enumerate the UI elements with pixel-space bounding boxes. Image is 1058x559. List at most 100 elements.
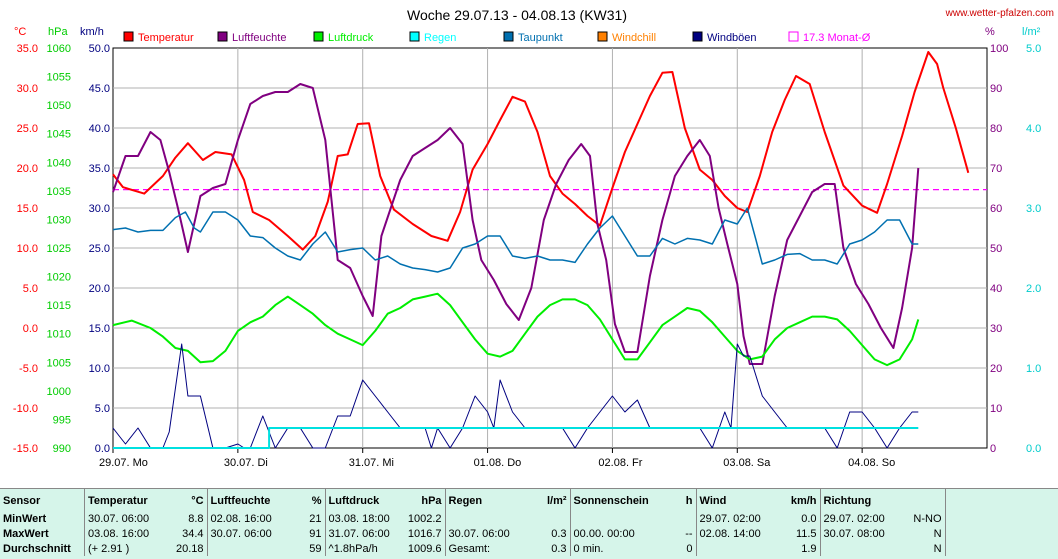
- pressure-tick-label: 1050: [47, 100, 71, 112]
- legend-swatch: [597, 31, 608, 42]
- wind-tick-label: 5.0: [95, 403, 110, 415]
- rain-unit-label: l/m²: [1022, 26, 1041, 38]
- stats-row-avg: Durchschnitt (+ 2.91 ) 20.18 59 ^1.8hPa/…: [0, 541, 1058, 556]
- temp-tick-label: 15.0: [17, 203, 38, 215]
- pressure-tick-label: 1040: [47, 157, 71, 169]
- stats-row-label: Durchschnitt: [3, 542, 71, 555]
- series-line-regen: [113, 427, 919, 449]
- humidity-tick-label: 40: [990, 283, 1002, 295]
- pressure-tick-label: 1035: [47, 186, 71, 198]
- pressure-tick-label: 1045: [47, 129, 71, 141]
- pressure-tick-label: 1020: [47, 272, 71, 284]
- temp-tick-label: 10.0: [17, 243, 38, 255]
- stats-header-wind-unit: km/h: [790, 495, 817, 507]
- statistics-table: Sensor Temperatur °C Luftfeuchte % Luftd…: [0, 489, 1058, 556]
- rain-tick-label: 0.0: [1026, 443, 1041, 455]
- day-label: 31.07. Mi: [349, 457, 394, 469]
- day-label: 03.08. Sa: [723, 457, 771, 469]
- pressure-tick-label: 1055: [47, 72, 71, 84]
- legend-swatch: [313, 31, 324, 42]
- pressure-tick-label: 1000: [47, 386, 71, 398]
- wind-tick-label: 0.0: [95, 443, 110, 455]
- temp-tick-label: -10.0: [13, 403, 38, 415]
- pressure-tick-label: 1015: [47, 300, 71, 312]
- wind-tick-label: 20.0: [89, 283, 110, 295]
- series-line-luftdruck: [112, 292, 920, 367]
- legend-swatch: [692, 31, 703, 42]
- wind-tick-label: 35.0: [89, 163, 110, 175]
- stats-header-sensor: Sensor: [3, 495, 41, 507]
- legend-label: Windböen: [707, 32, 757, 44]
- wind-tick-label: 15.0: [89, 323, 110, 335]
- temp-tick-label: 30.0: [17, 83, 38, 95]
- wind-unit-label: km/h: [80, 26, 104, 38]
- stats-header-sun: Sonnenschein: [569, 489, 672, 511]
- pressure-tick-label: 990: [53, 443, 71, 455]
- rain-tick-label: 3.0: [1026, 203, 1041, 215]
- temp-unit-label: °C: [14, 26, 26, 38]
- pressure-tick-label: 1005: [47, 357, 71, 369]
- humidity-tick-label: 80: [990, 123, 1002, 135]
- wind-tick-label: 30.0: [89, 203, 110, 215]
- plot-area: [112, 51, 970, 449]
- legend-swatch: [409, 31, 420, 42]
- rain-tick-label: 2.0: [1026, 283, 1041, 295]
- humidity-tick-label: 0: [990, 443, 996, 455]
- stats-header-press: Luftdruck: [324, 489, 404, 511]
- legend-swatch: [788, 31, 799, 42]
- legend-swatch: [217, 31, 228, 42]
- stats-row-min: MinWert 30.07. 06:00 8.8 02.08. 16:00 21…: [0, 511, 1058, 526]
- humidity-tick-label: 20: [990, 363, 1002, 375]
- series-line-taupunkt: [112, 207, 919, 273]
- temp-tick-label: 35.0: [17, 43, 38, 55]
- temp-tick-label: -5.0: [19, 363, 38, 375]
- humidity-tick-label: 90: [990, 83, 1002, 95]
- pressure-unit-label: hPa: [48, 26, 68, 38]
- legend-label: Windchill: [612, 32, 656, 44]
- legend-swatch: [123, 31, 134, 42]
- day-label: 01.08. Do: [474, 457, 522, 469]
- pressure-tick-label: 1025: [47, 243, 71, 255]
- weather-chart: Woche 29.07.13 - 04.08.13 (KW31) www.wet…: [13, 7, 1054, 469]
- wind-tick-label: 25.0: [89, 243, 110, 255]
- site-link[interactable]: www.wetter-pfalzen.com: [945, 8, 1054, 19]
- humidity-tick-label: 30: [990, 323, 1002, 335]
- day-label: 29.07. Mo: [99, 457, 148, 469]
- stats-header-dir: Richtung: [819, 489, 899, 511]
- pressure-tick-label: 1030: [47, 214, 71, 226]
- rain-tick-label: 4.0: [1026, 123, 1041, 135]
- stats-header-row: Sensor Temperatur °C Luftfeuchte % Luftd…: [0, 489, 1058, 511]
- humidity-unit-label: %: [985, 26, 995, 38]
- wind-tick-label: 10.0: [89, 363, 110, 375]
- statistics-panel: Sensor Temperatur °C Luftfeuchte % Luftd…: [0, 488, 1058, 559]
- stats-header-rain-unit: l/m²: [546, 495, 567, 507]
- pressure-tick-label: 1010: [47, 329, 71, 341]
- temp-tick-label: 25.0: [17, 123, 38, 135]
- legend-label: Taupunkt: [518, 32, 563, 44]
- temp-tick-label: -15.0: [13, 443, 38, 455]
- legend-label: Regen: [424, 32, 456, 44]
- stats-header-sun-unit: h: [685, 495, 693, 507]
- day-label: 04.08. So: [848, 457, 895, 469]
- stats-header-hum-unit: %: [311, 495, 322, 507]
- humidity-tick-label: 100: [990, 43, 1008, 55]
- legend-label: Luftdruck: [328, 32, 374, 44]
- wind-tick-label: 40.0: [89, 123, 110, 135]
- stats-row-max: MaxWert 03.08. 16:00 34.4 30.07. 06:00 9…: [0, 526, 1058, 541]
- stats-row-label: MinWert: [3, 512, 47, 525]
- pressure-tick-label: 1060: [47, 43, 71, 55]
- humidity-tick-label: 10: [990, 403, 1002, 415]
- stats-row-label: MaxWert: [3, 527, 49, 540]
- series-line-luftfeuchte: [112, 83, 920, 365]
- humidity-tick-label: 70: [990, 163, 1002, 175]
- day-label: 02.08. Fr: [598, 457, 642, 469]
- wind-tick-label: 50.0: [89, 43, 110, 55]
- legend: Temperatur Luftfeuchte Luftdruck Regen Taupu…: [123, 31, 871, 44]
- stats-header-hum: Luftfeuchte: [206, 489, 294, 511]
- rain-tick-label: 1.0: [1026, 363, 1041, 375]
- chart-grid: [112, 47, 988, 449]
- wind-tick-label: 45.0: [89, 83, 110, 95]
- legend-label: Luftfeuchte: [232, 32, 286, 44]
- humidity-tick-label: 50: [990, 243, 1002, 255]
